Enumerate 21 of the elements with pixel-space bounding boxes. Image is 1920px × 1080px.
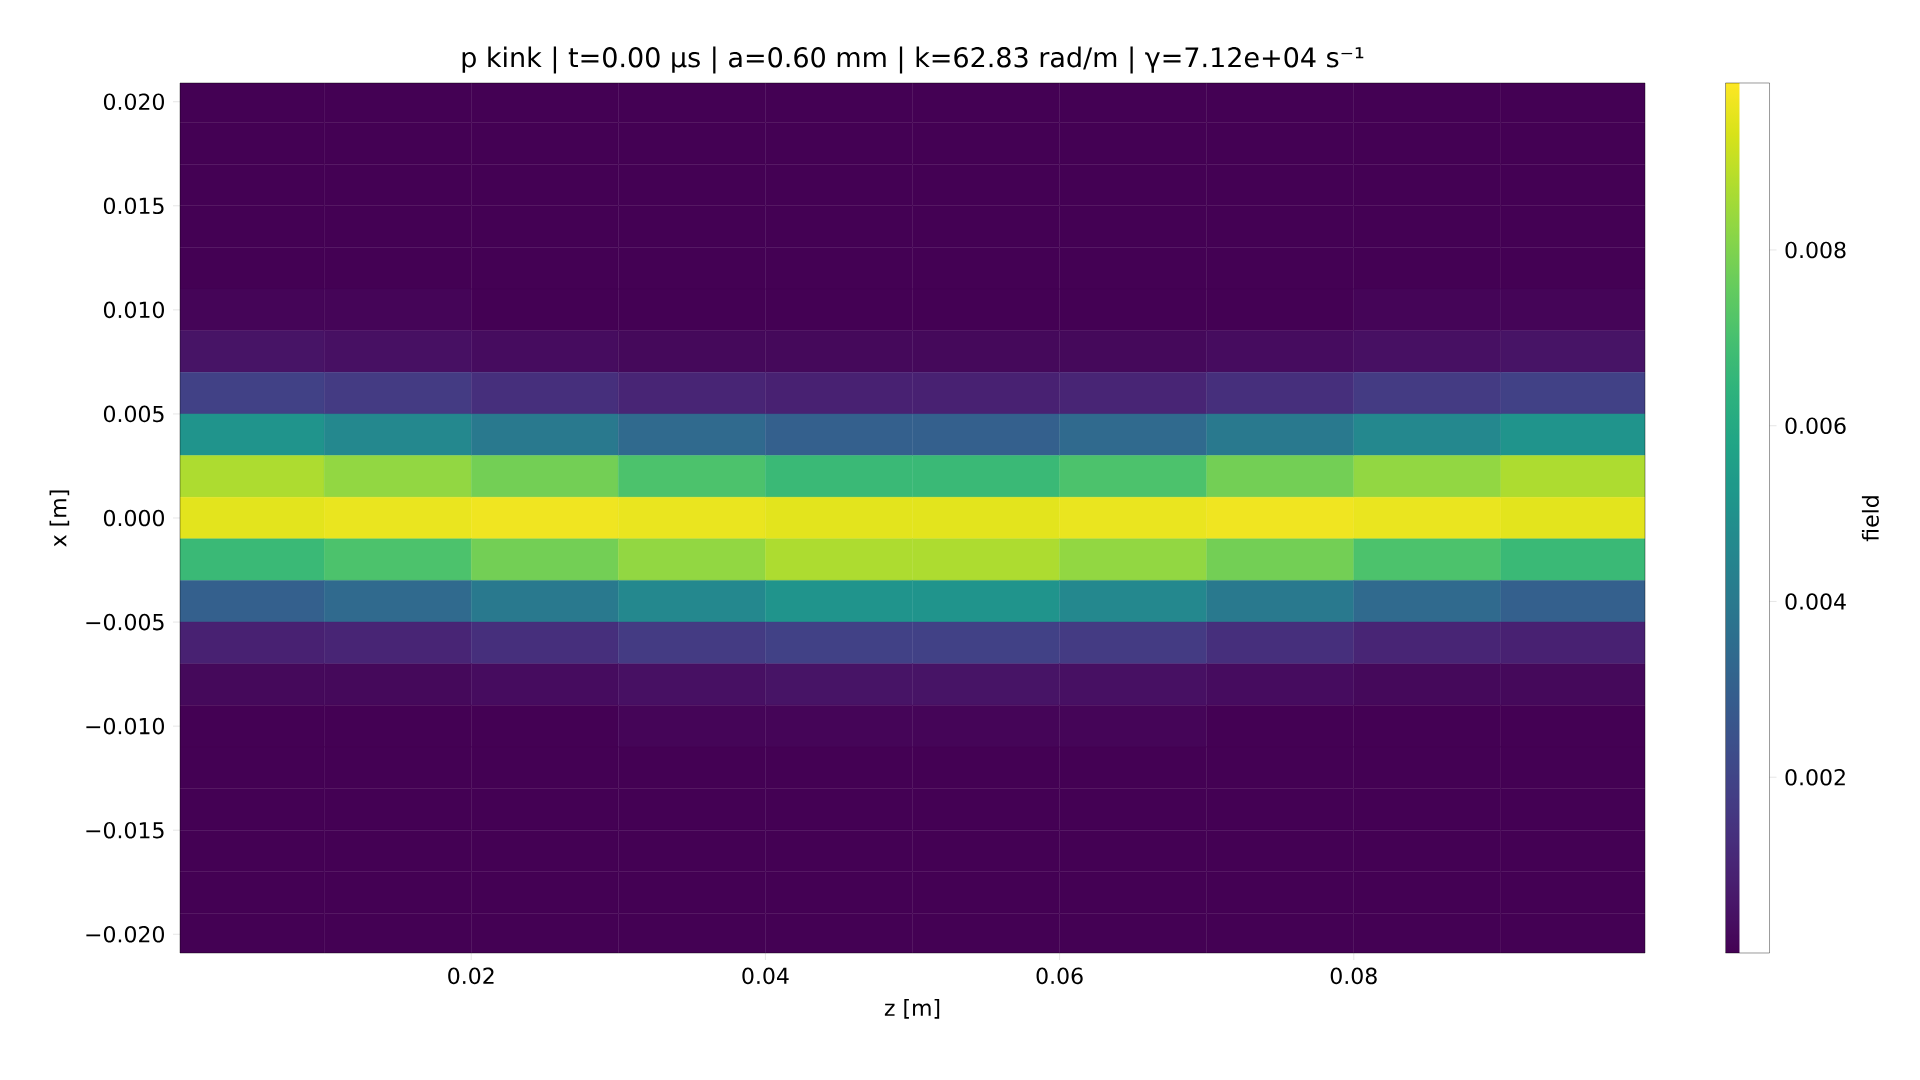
y-tick-label: −0.005 bbox=[86, 613, 164, 631]
y-tick-label: 0.010 bbox=[103, 301, 164, 319]
color-bar-label: 0.002 bbox=[1785, 768, 1845, 786]
y-axis-title: x [m] bbox=[49, 490, 70, 547]
color-bar-label: 0.004 bbox=[1785, 593, 1846, 610]
x-axis-title: z [m] bbox=[884, 999, 940, 1019]
color-bar-label: 0.008 bbox=[1785, 241, 1846, 259]
y-tick-label: −0.015 bbox=[86, 821, 164, 839]
chart-title: p kink | t=0.00 μs | a=0.60 mm | k=62.83 rad/m | γ=7.12e+04 s⁻¹ bbox=[462, 46, 1364, 74]
color-bar-label: 0.006 bbox=[1785, 417, 1846, 435]
x-tick-label: 0.02 bbox=[448, 967, 494, 985]
y-tick-label: 0.005 bbox=[103, 405, 164, 423]
color-bar-title: field bbox=[1861, 496, 1879, 542]
x-tick-label: 0.04 bbox=[742, 967, 789, 985]
y-tick-label: −0.010 bbox=[86, 717, 164, 735]
y-tick-label: −0.020 bbox=[86, 925, 164, 943]
y-tick-label: 0.000 bbox=[103, 509, 164, 527]
y-tick-label: 0.020 bbox=[103, 93, 164, 111]
x-tick-label: 0.06 bbox=[1036, 967, 1083, 985]
y-tick-label: 0.015 bbox=[103, 197, 164, 215]
x-tick-label: 0.08 bbox=[1330, 967, 1377, 985]
